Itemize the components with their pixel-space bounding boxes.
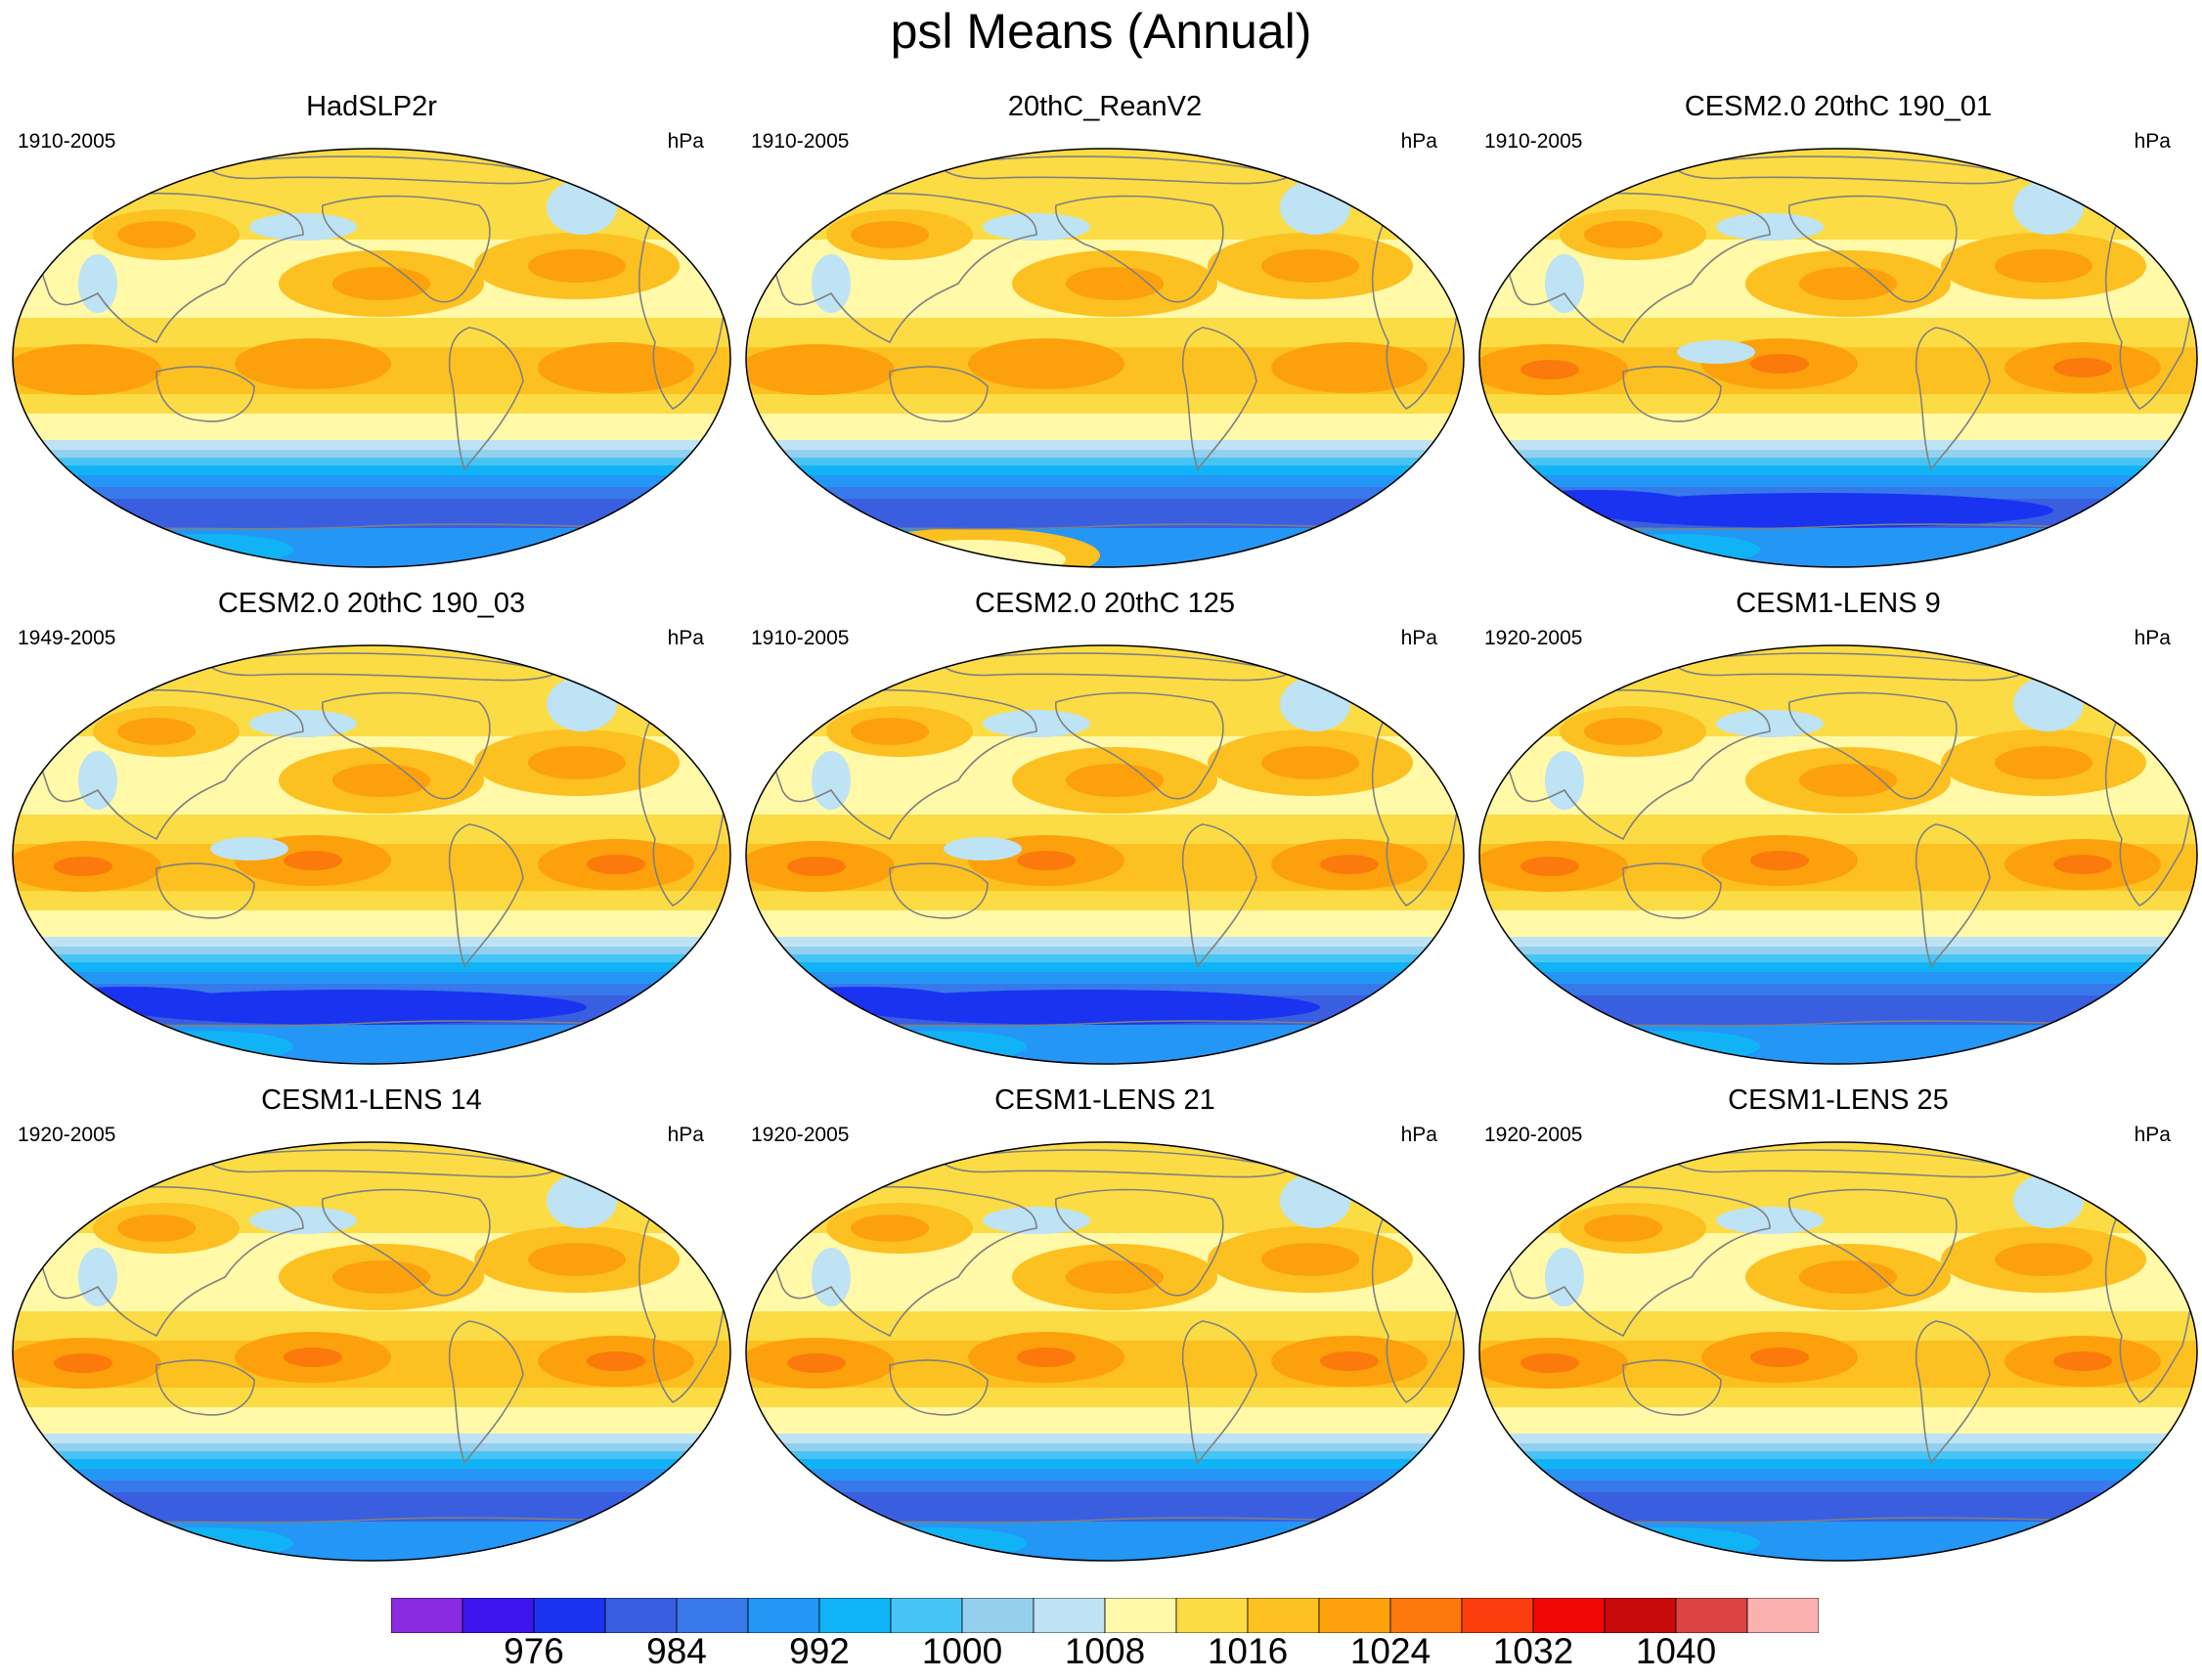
map-panel: CESM1-LENS 25 1920-2005 hPa [1475,1083,2202,1563]
colorbar-swatch [961,1598,1035,1633]
panel-title: CESM1-LENS 25 [1728,1084,1949,1116]
colorbar-swatch [462,1598,535,1633]
colorbar-swatch [1318,1598,1391,1633]
map-panel: 20thC_ReanV2 1910-2005 hPa [741,90,1469,569]
panel-title: CESM2.0 20thC 190_01 [1684,91,1993,122]
colorbar-swatch [533,1598,606,1633]
panel-units: hPa [2134,627,2171,649]
panel-years: 1920-2005 [751,1124,850,1146]
panel-years: 1920-2005 [1484,1124,1583,1146]
page-title: psl Means (Annual) [890,4,1312,59]
colorbar-swatch [1247,1598,1320,1633]
panel-units: hPa [667,1124,704,1146]
colorbar-swatch [818,1598,892,1633]
map-panel: HadSLP2r 1910-2005 hPa [8,90,735,569]
colorbar-swatch [1746,1598,1819,1633]
colorbar-tick-label: 1000 [921,1631,1003,1671]
colorbar-labels: 976 984 992 1000 1008 1016 1024 1032 1040 [0,1631,2202,1680]
colorbar-swatch [1675,1598,1748,1633]
globe-map [745,644,1465,1065]
colorbar-swatch [1461,1598,1534,1633]
panel-years: 1910-2005 [1484,130,1583,153]
globe-map [12,148,731,568]
globe-map [1478,148,2198,568]
colorbar-swatch [676,1598,749,1633]
panel-title: CESM2.0 20thC 125 [975,588,1235,619]
panel-title: HadSLP2r [306,91,437,122]
panel-years: 1920-2005 [18,1124,116,1146]
colorbar-swatch [1175,1598,1249,1633]
panel-years: 1920-2005 [1484,627,1583,649]
colorbar-tick-label: 984 [646,1631,707,1671]
map-panel: CESM1-LENS 14 1920-2005 hPa [8,1083,735,1563]
globe-map [12,1141,731,1562]
panel-title: CESM1-LENS 21 [994,1084,1215,1116]
panel-years: 1910-2005 [18,130,116,153]
colorbar-swatch [391,1598,463,1633]
map-panel: CESM2.0 20thC 190_03 1949-2005 hPa [8,587,735,1066]
panel-years: 1910-2005 [751,130,850,153]
map-panel: CESM2.0 20thC 190_01 1910-2005 hPa [1475,90,2202,569]
panel-years: 1949-2005 [18,627,116,649]
colorbar-tick-label: 992 [789,1631,850,1671]
panel-title: 20thC_ReanV2 [1007,91,1203,122]
globe-map [745,1141,1465,1562]
globe-map [1478,1141,2198,1562]
map-panel: CESM2.0 20thC 125 1910-2005 hPa [741,587,1469,1066]
panel-title: CESM1-LENS 9 [1736,588,1941,619]
colorbar-tick-label: 1040 [1635,1631,1717,1671]
panel-units: hPa [1400,1124,1437,1146]
colorbar-swatch [1033,1598,1106,1633]
globe-map [12,644,731,1065]
colorbar-swatch [1104,1598,1177,1633]
colorbar-tick-label: 1008 [1064,1631,1146,1671]
colorbar-swatch [1604,1598,1677,1633]
panel-units: hPa [667,130,704,153]
panel-units: hPa [2134,1124,2171,1146]
panel-years: 1910-2005 [751,627,850,649]
colorbar-tick-label: 1024 [1349,1631,1431,1671]
colorbar-swatch [1389,1598,1463,1633]
colorbar-tick-label: 1016 [1207,1631,1289,1671]
colorbar-swatch [747,1598,820,1633]
map-panel: CESM1-LENS 9 1920-2005 hPa [1475,587,2202,1066]
panel-title: CESM2.0 20thC 190_03 [217,588,526,619]
panel-title: CESM1-LENS 14 [261,1084,482,1116]
panel-units: hPa [1400,627,1437,649]
panel-units: hPa [2134,130,2171,153]
colorbar [391,1598,1819,1633]
colorbar-swatch [1532,1598,1606,1633]
globe-map [1478,644,2198,1065]
panel-units: hPa [667,627,704,649]
map-panel: CESM1-LENS 21 1920-2005 hPa [741,1083,1469,1563]
panel-units: hPa [1400,130,1437,153]
colorbar-tick-label: 1032 [1492,1631,1574,1671]
colorbar-tick-label: 976 [504,1631,564,1671]
globe-map [745,148,1465,568]
colorbar-swatch [604,1598,678,1633]
colorbar-swatch [890,1598,963,1633]
